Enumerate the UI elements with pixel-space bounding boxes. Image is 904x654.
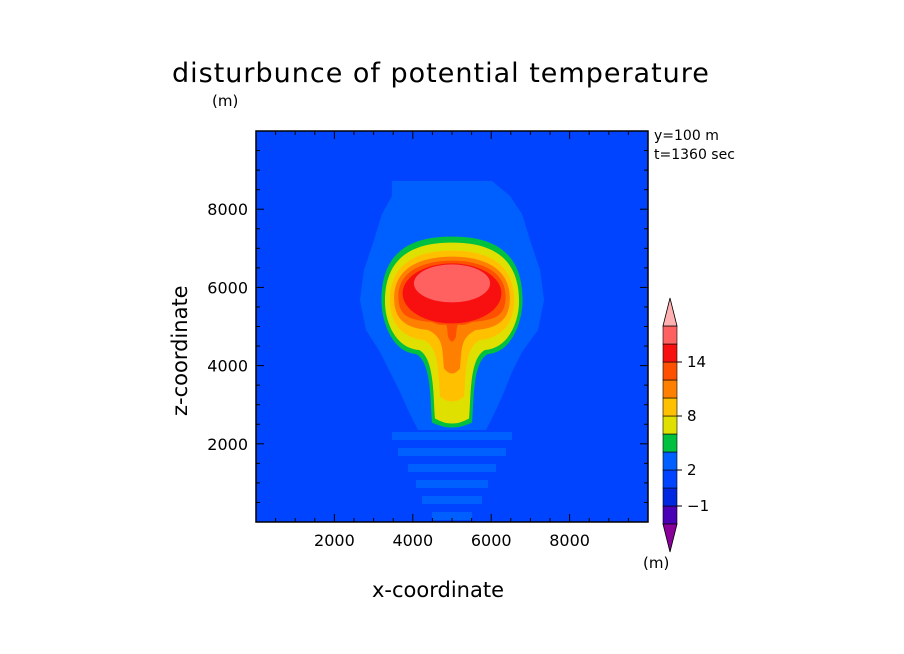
y-tick-label: 6000 [207, 278, 248, 297]
info-time: t=1360 sec [654, 147, 735, 163]
colorbar-segment [662, 451, 678, 471]
contour-level-pink [413, 264, 491, 303]
colorbar-label: 14 [687, 353, 706, 371]
colorbar-segment [662, 325, 678, 345]
contour-band-wisp [408, 464, 496, 472]
colorbar-label: −1 [687, 497, 709, 515]
x-tick-label: 2000 [314, 531, 355, 550]
axes: 2000 4000 6000 8000 2000 4000 6000 8000 [207, 130, 649, 550]
colorbar-bottom-arrow [662, 523, 678, 553]
colorbar-segment [662, 397, 678, 417]
colorbar-unit: (m) [643, 554, 670, 572]
contour-band-wisp [416, 480, 488, 488]
plot-area [256, 131, 648, 522]
x-axis-label: x-coordinate [372, 578, 505, 602]
x-tick-label: 4000 [392, 531, 433, 550]
y-axis-unit: (m) [212, 92, 239, 110]
colorbar-label: 8 [687, 407, 697, 425]
colorbar-segment [662, 469, 678, 489]
colorbar-segment [662, 433, 678, 453]
colorbar-top-arrow [662, 297, 678, 327]
colorbar-label: 2 [687, 461, 697, 479]
colorbar-segment [662, 343, 678, 363]
contour-band-wisp [432, 512, 472, 520]
colorbar-segment [662, 415, 678, 435]
colorbar-segment [662, 505, 678, 525]
contour-band-wisp [398, 448, 506, 456]
y-tick-label: 8000 [207, 200, 248, 219]
y-tick-label: 2000 [207, 435, 248, 454]
x-tick-label: 6000 [471, 531, 512, 550]
colorbar-segment [662, 487, 678, 507]
contour-band-wisp [422, 496, 482, 504]
colorbar-segment [662, 379, 678, 399]
contour-band-wisp [392, 432, 512, 440]
x-tick-label: 8000 [549, 531, 590, 550]
y-tick-label: 4000 [207, 357, 248, 376]
chart-title: disturbunce of potential temperature [172, 58, 710, 89]
colorbar-segment [662, 361, 678, 381]
info-y-position: y=100 m [654, 128, 719, 144]
colorbar: 14 8 2 −1 [662, 297, 709, 553]
